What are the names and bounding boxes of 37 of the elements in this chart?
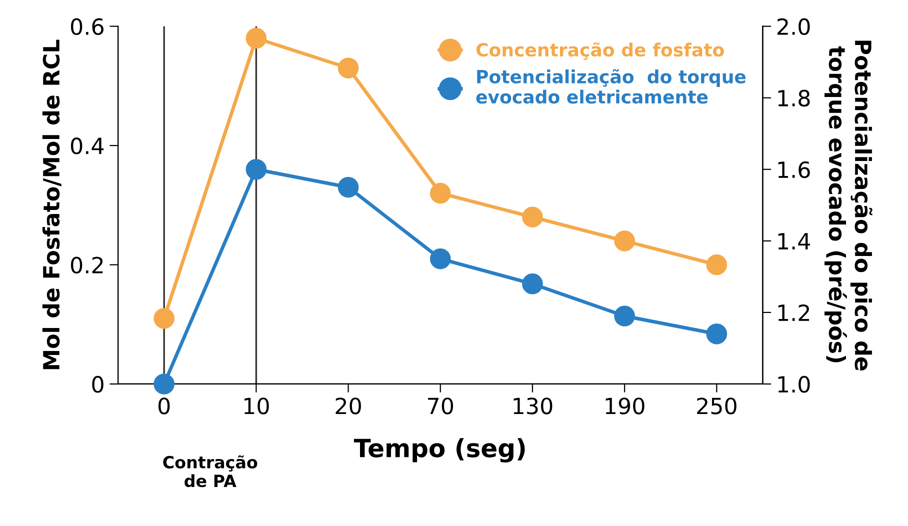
y2-tick-label: 1.6 [778, 161, 810, 178]
x-tick-label: 190 [606, 398, 644, 414]
x-tick-label: 250 [697, 398, 736, 414]
x-tick-label: 20 [336, 398, 361, 414]
point [706, 254, 728, 276]
x-tick-label: 70 [428, 398, 454, 414]
point [338, 58, 359, 78]
point [614, 306, 635, 326]
x-tick-label: 130 [514, 398, 552, 414]
text: Contração de PA [163, 455, 258, 488]
point [246, 158, 267, 180]
x-axis-title: Tempo (seg) [354, 438, 525, 462]
y2-axis-title: Potencialização do pico de torque evocado (pré/pós) [824, 40, 872, 370]
y2-tick-label: 2.0 [778, 18, 810, 36]
y2-tick-label: 1.0 [778, 376, 810, 393]
y-tick-label: 0 [92, 376, 104, 393]
y-tick-label: 0.6 [70, 18, 104, 36]
y2-tick-label: 1.2 [778, 304, 810, 321]
x-tick-label: 0 [158, 398, 170, 414]
y2-tick-label: 1.4 [778, 233, 810, 250]
point [154, 374, 175, 394]
point [522, 273, 543, 294]
point [246, 28, 267, 49]
point [430, 248, 451, 270]
point [614, 230, 635, 252]
x-tick-label: 10 [244, 398, 269, 414]
y-tick-label: 0.4 [70, 137, 104, 154]
y2-tick-label: 1.8 [778, 90, 810, 107]
point [430, 182, 451, 204]
legend-label: Concentração de fosfato [476, 42, 724, 60]
y-axis-title: Mol de Fosfato/Mol de RCL [42, 40, 62, 370]
y-tick-label: 0.2 [70, 256, 103, 274]
point [522, 206, 543, 228]
point [154, 308, 175, 329]
point [706, 323, 728, 344]
legend-label: Potencialização do torque evocado eletricamente [476, 69, 746, 104]
point [338, 176, 359, 198]
